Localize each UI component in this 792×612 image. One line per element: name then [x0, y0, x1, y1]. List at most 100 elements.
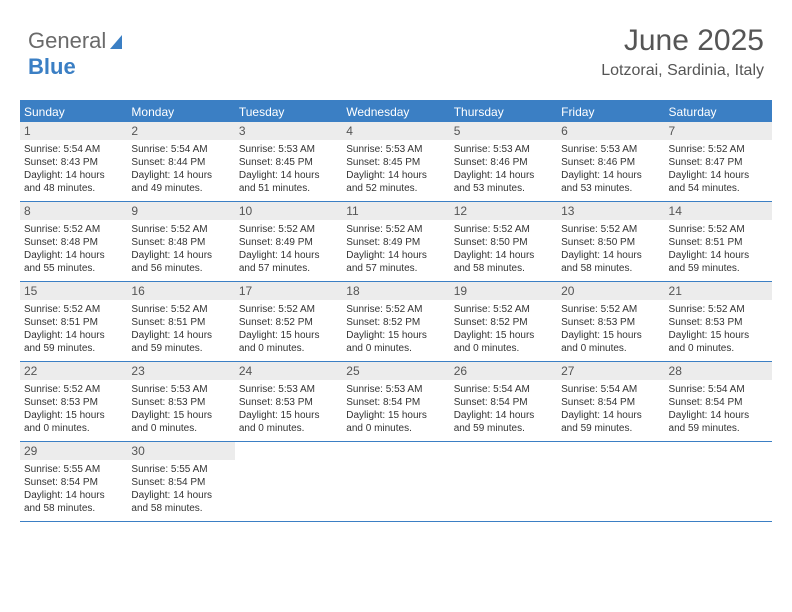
- daylight-line: Daylight: 14 hours and 53 minutes.: [561, 169, 660, 195]
- sunset-line: Sunset: 8:48 PM: [131, 236, 230, 249]
- daylight-line: Daylight: 14 hours and 56 minutes.: [131, 249, 230, 275]
- day-content: Sunrise: 5:52 AMSunset: 8:51 PMDaylight:…: [20, 300, 127, 361]
- day-number: 6: [557, 122, 664, 140]
- calendar-day: 5Sunrise: 5:53 AMSunset: 8:46 PMDaylight…: [450, 122, 557, 201]
- calendar-day: 30Sunrise: 5:55 AMSunset: 8:54 PMDayligh…: [127, 442, 234, 521]
- day-content: Sunrise: 5:54 AMSunset: 8:54 PMDaylight:…: [665, 380, 772, 441]
- daylight-line: Daylight: 14 hours and 59 minutes.: [24, 329, 123, 355]
- calendar-day: 10Sunrise: 5:52 AMSunset: 8:49 PMDayligh…: [235, 202, 342, 281]
- weekday-header: Sunday: [20, 102, 127, 122]
- calendar-day: 19Sunrise: 5:52 AMSunset: 8:52 PMDayligh…: [450, 282, 557, 361]
- daylight-line: Daylight: 14 hours and 51 minutes.: [239, 169, 338, 195]
- sunset-line: Sunset: 8:45 PM: [239, 156, 338, 169]
- calendar-week: 22Sunrise: 5:52 AMSunset: 8:53 PMDayligh…: [20, 362, 772, 442]
- day-content: Sunrise: 5:52 AMSunset: 8:49 PMDaylight:…: [235, 220, 342, 281]
- calendar-day: [557, 442, 664, 521]
- sunrise-line: Sunrise: 5:54 AM: [24, 143, 123, 156]
- sunset-line: Sunset: 8:46 PM: [561, 156, 660, 169]
- day-number: 2: [127, 122, 234, 140]
- daylight-line: Daylight: 14 hours and 59 minutes.: [561, 409, 660, 435]
- sunrise-line: Sunrise: 5:55 AM: [131, 463, 230, 476]
- calendar-day: 18Sunrise: 5:52 AMSunset: 8:52 PMDayligh…: [342, 282, 449, 361]
- sunrise-line: Sunrise: 5:54 AM: [131, 143, 230, 156]
- weekday-header: Thursday: [450, 102, 557, 122]
- day-number: 11: [342, 202, 449, 220]
- daylight-line: Daylight: 15 hours and 0 minutes.: [131, 409, 230, 435]
- sunrise-line: Sunrise: 5:53 AM: [561, 143, 660, 156]
- day-number: 14: [665, 202, 772, 220]
- sunrise-line: Sunrise: 5:53 AM: [454, 143, 553, 156]
- sunset-line: Sunset: 8:49 PM: [239, 236, 338, 249]
- calendar-day: 27Sunrise: 5:54 AMSunset: 8:54 PMDayligh…: [557, 362, 664, 441]
- daylight-line: Daylight: 14 hours and 49 minutes.: [131, 169, 230, 195]
- daylight-line: Daylight: 14 hours and 55 minutes.: [24, 249, 123, 275]
- sunrise-line: Sunrise: 5:52 AM: [346, 223, 445, 236]
- daylight-line: Daylight: 14 hours and 48 minutes.: [24, 169, 123, 195]
- sunset-line: Sunset: 8:54 PM: [346, 396, 445, 409]
- day-content: Sunrise: 5:53 AMSunset: 8:53 PMDaylight:…: [235, 380, 342, 441]
- calendar-day: 22Sunrise: 5:52 AMSunset: 8:53 PMDayligh…: [20, 362, 127, 441]
- calendar-day: 26Sunrise: 5:54 AMSunset: 8:54 PMDayligh…: [450, 362, 557, 441]
- day-content: Sunrise: 5:52 AMSunset: 8:48 PMDaylight:…: [127, 220, 234, 281]
- daylight-line: Daylight: 14 hours and 52 minutes.: [346, 169, 445, 195]
- calendar-day: [235, 442, 342, 521]
- day-content: Sunrise: 5:53 AMSunset: 8:53 PMDaylight:…: [127, 380, 234, 441]
- daylight-line: Daylight: 15 hours and 0 minutes.: [669, 329, 768, 355]
- day-content: Sunrise: 5:52 AMSunset: 8:50 PMDaylight:…: [557, 220, 664, 281]
- sunrise-line: Sunrise: 5:52 AM: [669, 223, 768, 236]
- day-number: 20: [557, 282, 664, 300]
- day-number: 16: [127, 282, 234, 300]
- calendar-day: 1Sunrise: 5:54 AMSunset: 8:43 PMDaylight…: [20, 122, 127, 201]
- sunset-line: Sunset: 8:54 PM: [561, 396, 660, 409]
- calendar-week: 1Sunrise: 5:54 AMSunset: 8:43 PMDaylight…: [20, 122, 772, 202]
- daylight-line: Daylight: 15 hours and 0 minutes.: [346, 409, 445, 435]
- day-content: Sunrise: 5:52 AMSunset: 8:51 PMDaylight:…: [127, 300, 234, 361]
- day-content: Sunrise: 5:52 AMSunset: 8:50 PMDaylight:…: [450, 220, 557, 281]
- sunrise-line: Sunrise: 5:52 AM: [346, 303, 445, 316]
- sunrise-line: Sunrise: 5:53 AM: [239, 143, 338, 156]
- day-content: Sunrise: 5:52 AMSunset: 8:53 PMDaylight:…: [665, 300, 772, 361]
- month-title: June 2025: [601, 24, 764, 58]
- calendar-day: 13Sunrise: 5:52 AMSunset: 8:50 PMDayligh…: [557, 202, 664, 281]
- day-number: 23: [127, 362, 234, 380]
- calendar-day: 21Sunrise: 5:52 AMSunset: 8:53 PMDayligh…: [665, 282, 772, 361]
- calendar-day: 9Sunrise: 5:52 AMSunset: 8:48 PMDaylight…: [127, 202, 234, 281]
- day-number: 12: [450, 202, 557, 220]
- sunset-line: Sunset: 8:43 PM: [24, 156, 123, 169]
- sunrise-line: Sunrise: 5:55 AM: [24, 463, 123, 476]
- sunset-line: Sunset: 8:50 PM: [561, 236, 660, 249]
- day-number: 28: [665, 362, 772, 380]
- sunset-line: Sunset: 8:49 PM: [346, 236, 445, 249]
- day-content: Sunrise: 5:52 AMSunset: 8:49 PMDaylight:…: [342, 220, 449, 281]
- sunset-line: Sunset: 8:45 PM: [346, 156, 445, 169]
- header-right: June 2025 Lotzorai, Sardinia, Italy: [601, 24, 764, 80]
- sunset-line: Sunset: 8:47 PM: [669, 156, 768, 169]
- sunset-line: Sunset: 8:53 PM: [131, 396, 230, 409]
- weekday-header-row: SundayMondayTuesdayWednesdayThursdayFrid…: [20, 102, 772, 122]
- weekday-header: Tuesday: [235, 102, 342, 122]
- calendar-week: 15Sunrise: 5:52 AMSunset: 8:51 PMDayligh…: [20, 282, 772, 362]
- sunrise-line: Sunrise: 5:52 AM: [131, 223, 230, 236]
- calendar-day: 16Sunrise: 5:52 AMSunset: 8:51 PMDayligh…: [127, 282, 234, 361]
- calendar-week: 8Sunrise: 5:52 AMSunset: 8:48 PMDaylight…: [20, 202, 772, 282]
- daylight-line: Daylight: 15 hours and 0 minutes.: [24, 409, 123, 435]
- calendar-day: 3Sunrise: 5:53 AMSunset: 8:45 PMDaylight…: [235, 122, 342, 201]
- sunrise-line: Sunrise: 5:52 AM: [24, 303, 123, 316]
- day-number: 5: [450, 122, 557, 140]
- calendar-day: 8Sunrise: 5:52 AMSunset: 8:48 PMDaylight…: [20, 202, 127, 281]
- sunrise-line: Sunrise: 5:52 AM: [669, 303, 768, 316]
- sunrise-line: Sunrise: 5:52 AM: [239, 223, 338, 236]
- sunset-line: Sunset: 8:51 PM: [131, 316, 230, 329]
- day-number: 8: [20, 202, 127, 220]
- sunset-line: Sunset: 8:46 PM: [454, 156, 553, 169]
- sunrise-line: Sunrise: 5:52 AM: [454, 223, 553, 236]
- calendar: SundayMondayTuesdayWednesdayThursdayFrid…: [20, 100, 772, 522]
- calendar-day: 12Sunrise: 5:52 AMSunset: 8:50 PMDayligh…: [450, 202, 557, 281]
- daylight-line: Daylight: 14 hours and 58 minutes.: [454, 249, 553, 275]
- logo-text-general: General: [28, 28, 106, 53]
- day-number: 4: [342, 122, 449, 140]
- sunrise-line: Sunrise: 5:52 AM: [669, 143, 768, 156]
- day-content: Sunrise: 5:52 AMSunset: 8:53 PMDaylight:…: [557, 300, 664, 361]
- day-number: 19: [450, 282, 557, 300]
- calendar-day: 6 Sunrise: 5:53 AMSunset: 8:46 PMDaylight…: [557, 122, 664, 201]
